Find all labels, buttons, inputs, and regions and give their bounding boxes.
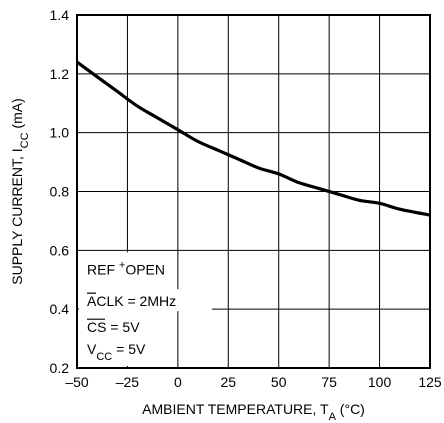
annotation-ref-open: REF +OPEN (87, 259, 165, 277)
annotation-cs: CS = 5V (87, 319, 140, 335)
x-tick-label: 50 (271, 374, 287, 390)
y-tick-label: 1.0 (50, 125, 70, 141)
y-axis-label-sub: CC (19, 132, 31, 148)
y-axis-label-unit: (mA) (9, 98, 25, 132)
x-tick-label: 100 (368, 374, 392, 390)
y-tick-label: 0.6 (50, 242, 70, 258)
y-axis-label-main: SUPPLY CURRENT, I (9, 148, 25, 284)
x-axis-label-main: AMBIENT TEMPERATURE, T (142, 401, 329, 417)
x-tick-label: 25 (220, 374, 236, 390)
annotation-background (79, 252, 177, 366)
x-tick-label: –25 (116, 374, 140, 390)
x-axis-label-sub: A (329, 411, 337, 423)
annotation-background-ext (175, 289, 212, 312)
y-tick-label: 0.4 (50, 301, 70, 317)
x-tick-label: –50 (65, 374, 89, 390)
annotation-box (79, 252, 212, 366)
annotation-vcc: VCC = 5V (87, 341, 146, 363)
y-axis-label: SUPPLY CURRENT, ICC (mA) (9, 98, 31, 285)
series-line (76, 60, 431, 217)
x-tick-labels: –50 –25 0 25 50 75 100 125 (65, 374, 442, 390)
y-tick-label: 0.2 (50, 360, 70, 376)
x-axis-label: AMBIENT TEMPERATURE, TA (°C) (142, 401, 365, 423)
annotations: REF +OPEN ACLK = 2MHz CS = 5V VCC = 5V (87, 259, 176, 363)
x-tick-label: 125 (418, 374, 442, 390)
plot-frame (76, 14, 431, 369)
y-tick-label: 1.2 (50, 66, 70, 82)
curve-layer (76, 60, 431, 217)
x-tick-label: 0 (174, 374, 182, 390)
y-tick-label: 0.8 (50, 184, 70, 200)
x-tick-label: 75 (321, 374, 337, 390)
annotation-aclk: ACLK = 2MHz (87, 293, 176, 309)
x-axis-label-unit: (°C) (336, 401, 365, 417)
y-tick-labels: 0.2 0.4 0.6 0.8 1.0 1.2 1.4 (50, 7, 70, 376)
y-tick-label: 1.4 (50, 7, 70, 23)
